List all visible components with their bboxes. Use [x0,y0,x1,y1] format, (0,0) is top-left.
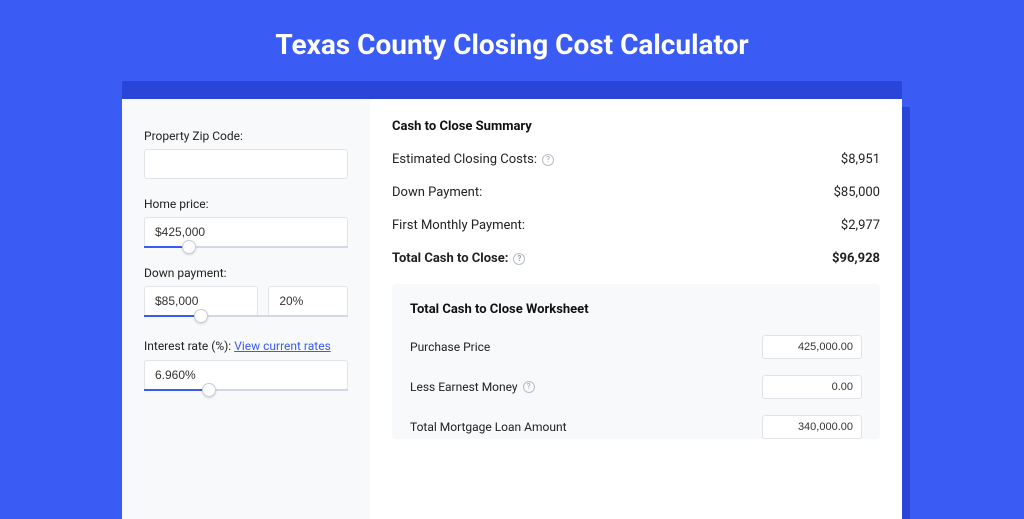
worksheet-row: Total Mortgage Loan Amount [410,415,862,439]
down-payment-slider-fill [144,315,201,317]
home-price-slider[interactable] [144,246,348,248]
interest-slider-fill [144,389,209,391]
worksheet-row: Less Earnest Money? [410,375,862,399]
summary-row: Total Cash to Close:? $96,928 [392,251,880,266]
help-icon[interactable]: ? [513,253,525,265]
interest-input[interactable] [144,360,348,390]
home-price-input[interactable] [144,217,348,247]
summary-row: Down Payment: $85,000 [392,185,880,200]
down-payment-slider-thumb[interactable] [194,309,208,323]
summary-row-value: $2,977 [841,218,880,233]
summary-row-label: Estimated Closing Costs:? [392,152,554,167]
home-price-slider-thumb[interactable] [182,240,196,254]
worksheet-row-label: Total Mortgage Loan Amount [410,420,567,434]
view-rates-link[interactable]: View current rates [234,339,331,353]
help-icon[interactable]: ? [542,154,554,166]
page-title: Texas County Closing Cost Calculator [0,0,1024,81]
calculator-card: Property Zip Code: Home price: Down paym… [122,99,902,519]
interest-slider-thumb[interactable] [202,383,216,397]
worksheet-title: Total Cash to Close Worksheet [410,302,862,317]
summary-title: Cash to Close Summary [392,119,880,134]
tab-bar [122,81,902,99]
zip-field-group: Property Zip Code: [144,129,348,179]
worksheet-row-input[interactable] [762,335,862,359]
down-payment-label: Down payment: [144,266,348,280]
worksheet-row-label: Purchase Price [410,340,490,354]
home-price-group: Home price: [144,197,348,248]
interest-slider[interactable] [144,389,348,391]
down-payment-slider[interactable] [144,315,348,317]
summary-row-label: Down Payment: [392,185,482,200]
input-panel: Property Zip Code: Home price: Down paym… [122,99,370,519]
summary-panel: Cash to Close Summary Estimated Closing … [370,99,902,519]
down-payment-group: Down payment: [144,266,348,317]
summary-row-value: $8,951 [841,152,880,167]
help-icon[interactable]: ? [523,381,535,393]
zip-input[interactable] [144,149,348,179]
summary-row-value: $85,000 [834,185,880,200]
summary-row: First Monthly Payment: $2,977 [392,218,880,233]
summary-row: Estimated Closing Costs:? $8,951 [392,152,880,167]
down-payment-percent-input[interactable] [268,286,348,316]
worksheet-row-input[interactable] [762,415,862,439]
summary-row-value: $96,928 [832,251,880,266]
worksheet-section: Total Cash to Close Worksheet Purchase P… [392,284,880,439]
interest-group: Interest rate (%): View current rates [144,335,348,391]
zip-label: Property Zip Code: [144,129,348,143]
summary-row-label: First Monthly Payment: [392,218,525,233]
home-price-label: Home price: [144,197,348,211]
summary-row-label: Total Cash to Close:? [392,251,525,266]
worksheet-row-input[interactable] [762,375,862,399]
worksheet-row-label: Less Earnest Money? [410,380,535,394]
worksheet-row: Purchase Price [410,335,862,359]
interest-label: Interest rate (%): [144,339,234,353]
